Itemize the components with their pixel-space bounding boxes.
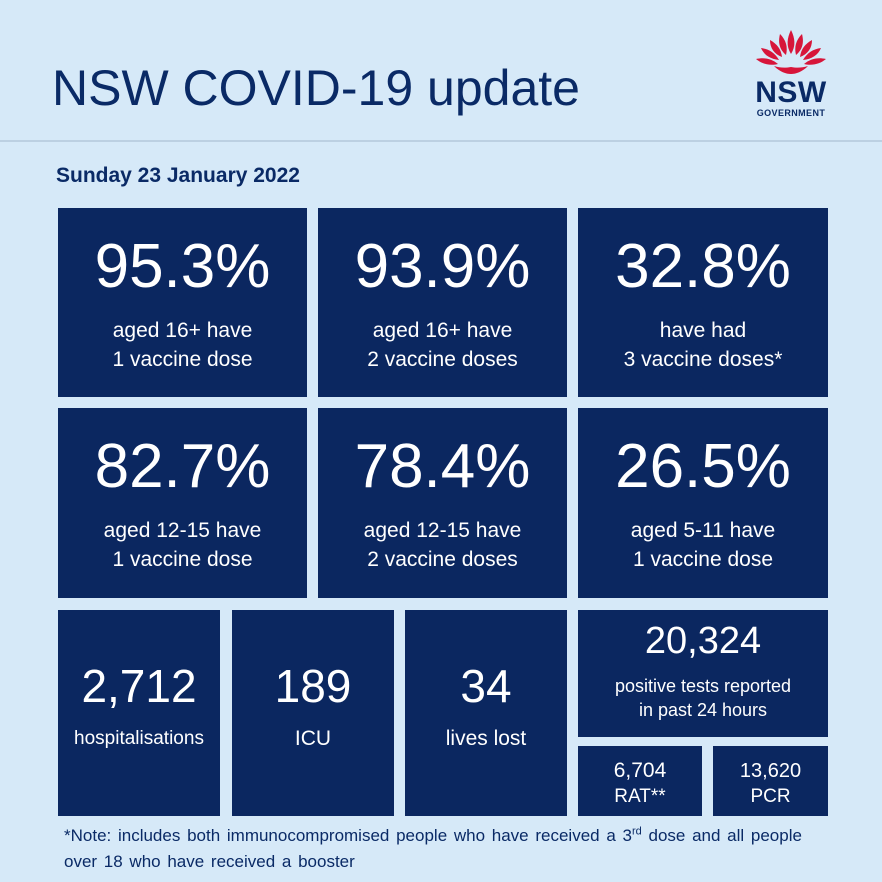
stat-tile-lives-lost: 34 lives lost — [405, 610, 567, 816]
stat-caption-line2: 1 vaccine dose — [112, 348, 253, 371]
stat-tile-pcr: 13,620 PCR — [713, 746, 828, 816]
stat-caption-line1: positive tests reported — [614, 676, 792, 696]
logo-subtitle: GOVERNMENT — [756, 108, 826, 118]
stat-caption-line1: aged 12-15 have — [363, 519, 522, 542]
stat-tile-rat: 6,704 RAT** — [578, 746, 702, 816]
stat-caption: PCR — [750, 786, 791, 807]
stat-caption-line2: 3 vaccine doses* — [623, 348, 783, 371]
stat-caption-line1: aged 16+ have — [372, 319, 513, 342]
page-title: NSW COVID-19 update — [52, 60, 580, 116]
stat-caption-line2: 1 vaccine dose — [632, 548, 774, 571]
stat-caption-line1: aged 5-11 have — [630, 519, 776, 542]
stat-caption-line2: in past 24 hours — [638, 700, 768, 720]
stat-value: 6,704 — [613, 759, 667, 782]
stat-value: 78.4% — [354, 432, 531, 501]
waratah-icon — [756, 30, 826, 74]
stat-tile-positive-tests: 20,324 positive tests reported in past 2… — [578, 610, 828, 737]
stat-tile-12to15-dose1: 82.7% aged 12-15 have 1 vaccine dose — [58, 408, 307, 598]
stat-value: 93.9% — [354, 232, 531, 301]
stat-tile-icu: 189 ICU — [232, 610, 394, 816]
stat-tile-dose3: 32.8% have had 3 vaccine doses* — [578, 208, 828, 397]
nsw-government-logo: NSW GOVERNMENT — [748, 28, 834, 120]
footnote-text-start: *Note: includes both immunocompromised p… — [64, 826, 632, 845]
stat-tile-hospitalisations: 2,712 hospitalisations — [58, 610, 220, 816]
stat-value: 34 — [460, 660, 512, 712]
stat-value: 189 — [274, 660, 352, 712]
stat-value: 13,620 — [739, 760, 802, 782]
stat-value: 95.3% — [94, 232, 271, 301]
stat-caption-line1: aged 16+ have — [112, 319, 253, 342]
stat-value: 2,712 — [81, 660, 197, 712]
report-date: Sunday 23 January 2022 — [56, 164, 300, 187]
stat-caption: lives lost — [445, 727, 527, 750]
stat-caption-line1: aged 12-15 have — [103, 519, 262, 542]
stat-caption-line2: 2 vaccine doses — [367, 348, 518, 371]
stat-caption: RAT** — [614, 786, 666, 807]
stat-tile-16plus-dose2: 93.9% aged 16+ have 2 vaccine doses — [318, 208, 567, 397]
logo-wordmark: NSW — [755, 76, 827, 109]
stat-caption-line1: have had — [659, 319, 747, 342]
stat-caption-line2: 2 vaccine doses — [367, 548, 518, 571]
stat-caption-line2: 1 vaccine dose — [112, 548, 253, 571]
header-bar: NSW COVID-19 update NSW GOVERNMENT — [0, 0, 882, 142]
stat-tile-12to15-dose2: 78.4% aged 12-15 have 2 vaccine doses — [318, 408, 567, 598]
stat-value: 20,324 — [644, 620, 762, 662]
footnote-text-end: dose and all people over 18 who have rec… — [64, 826, 802, 871]
stat-caption: hospitalisations — [74, 728, 204, 749]
footnote: *Note: includes both immunocompromised p… — [64, 823, 834, 875]
stat-value: 26.5% — [615, 432, 791, 501]
footnote-superscript: rd — [631, 825, 642, 838]
stat-value: 82.7% — [94, 432, 271, 501]
stat-tile-5to11-dose1: 26.5% aged 5-11 have 1 vaccine dose — [578, 408, 828, 598]
stat-value: 32.8% — [615, 232, 791, 301]
stat-tile-16plus-dose1: 95.3% aged 16+ have 1 vaccine dose — [58, 208, 307, 397]
stat-caption: ICU — [294, 727, 332, 750]
